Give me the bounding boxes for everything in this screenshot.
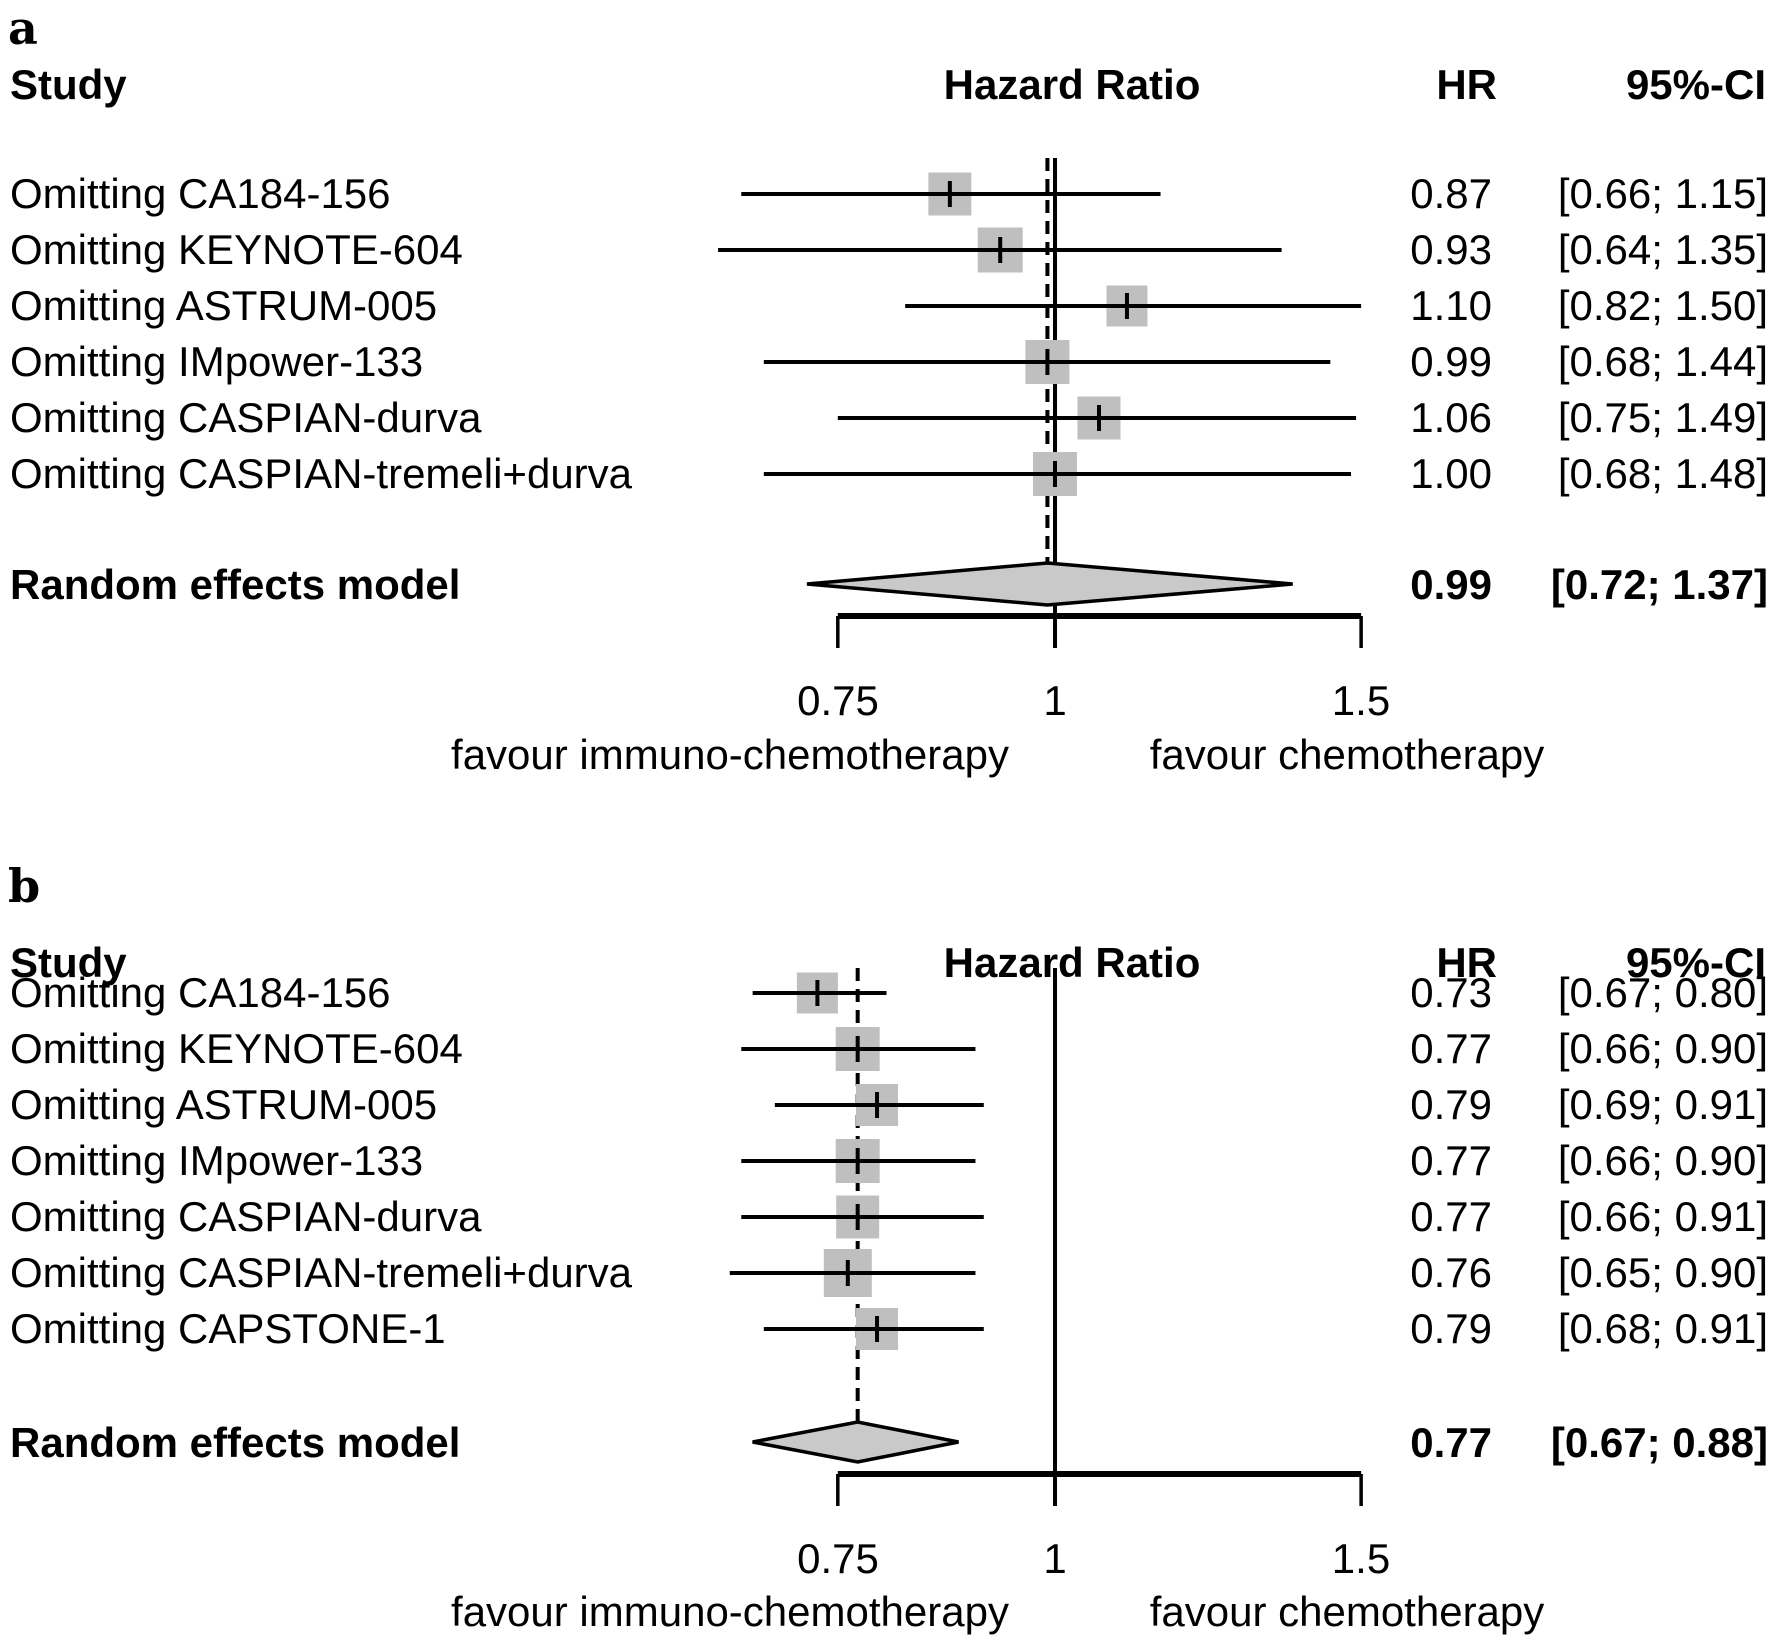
axis-tick-label: 0.75 — [797, 677, 879, 724]
hr-value: 0.99 — [1410, 338, 1492, 385]
hr-value: 0.79 — [1410, 1081, 1492, 1128]
column-header-ci: 95%-CI — [1625, 939, 1766, 986]
ci-value: [0.65; 0.90] — [1557, 1249, 1768, 1296]
ci-value: [0.67; 0.80] — [1557, 969, 1768, 1016]
column-header-hazard-ratio: Hazard Ratio — [943, 61, 1201, 108]
ci-value: [0.66; 0.90] — [1557, 1137, 1768, 1184]
study-label: Omitting CAPSTONE-1 — [10, 1305, 446, 1352]
study-label: Omitting ASTRUM-005 — [10, 282, 438, 329]
ci-value: [0.66; 1.15] — [1557, 170, 1768, 217]
axis-direction-label-left: favour immuno-chemotherapy — [451, 731, 1009, 778]
axis-tick-label: 0.75 — [797, 1535, 879, 1582]
study-label: Omitting IMpower-133 — [10, 1137, 424, 1184]
hr-value: 0.73 — [1410, 969, 1492, 1016]
axis-direction-label-left: favour immuno-chemotherapy — [451, 1588, 1009, 1635]
study-label: Omitting CASPIAN-tremeli+durva — [10, 1249, 633, 1296]
axis-tick-label: 1 — [1043, 677, 1067, 724]
study-label: Omitting IMpower-133 — [10, 338, 424, 385]
hr-value: 0.87 — [1410, 170, 1492, 217]
panel-letter: b — [8, 859, 41, 913]
ci-value: [0.66; 0.90] — [1557, 1025, 1768, 1072]
summary-hr-value: 0.99 — [1410, 561, 1492, 608]
axis-tick-label: 1 — [1043, 1535, 1067, 1582]
ci-value: [0.68; 0.91] — [1557, 1305, 1768, 1352]
ci-value: [0.66; 0.91] — [1557, 1193, 1768, 1240]
study-label: Omitting CASPIAN-tremeli+durva — [10, 450, 633, 497]
hr-value: 0.77 — [1410, 1193, 1492, 1240]
hr-value: 1.06 — [1410, 394, 1492, 441]
ci-value: [0.75; 1.49] — [1557, 394, 1768, 441]
ci-value: [0.69; 0.91] — [1557, 1081, 1768, 1128]
summary-label: Random effects model — [10, 1419, 461, 1466]
study-label: Omitting ASTRUM-005 — [10, 1081, 438, 1128]
axis-tick-label: 1.5 — [1331, 677, 1391, 724]
column-header-study: Study — [10, 939, 127, 986]
hr-value: 0.76 — [1410, 1249, 1492, 1296]
summary-ci-value: [0.72; 1.37] — [1550, 561, 1768, 608]
ci-value: [0.64; 1.35] — [1557, 226, 1768, 273]
study-label: Omitting CA184-156 — [10, 170, 391, 217]
column-header-study: Study — [10, 61, 127, 108]
study-label: Omitting CA184-156 — [10, 969, 391, 1016]
hr-value: 1.10 — [1410, 282, 1492, 329]
summary-diamond — [752, 1420, 959, 1464]
summary-hr-value: 0.77 — [1410, 1419, 1492, 1466]
summary-diamond — [806, 561, 1293, 607]
study-label: Omitting KEYNOTE-604 — [10, 1025, 463, 1072]
hr-value: 0.93 — [1410, 226, 1492, 273]
ci-value: [0.68; 1.48] — [1557, 450, 1768, 497]
summary-label: Random effects model — [10, 561, 461, 608]
column-header-hr: HR — [1436, 939, 1497, 986]
study-label: Omitting KEYNOTE-604 — [10, 226, 463, 273]
summary-ci-value: [0.67; 0.88] — [1550, 1419, 1768, 1466]
hr-value: 0.77 — [1410, 1137, 1492, 1184]
study-label: Omitting CASPIAN-durva — [10, 394, 482, 441]
ci-value: [0.82; 1.50] — [1557, 282, 1768, 329]
hr-value: 0.77 — [1410, 1025, 1492, 1072]
axis-tick-label: 1.5 — [1331, 1535, 1391, 1582]
hr-value: 1.00 — [1410, 450, 1492, 497]
column-header-ci: 95%-CI — [1625, 61, 1766, 108]
column-header-hazard-ratio: Hazard Ratio — [943, 939, 1201, 986]
panel-letter: a — [8, 1, 38, 55]
hr-value: 0.79 — [1410, 1305, 1492, 1352]
column-header-hr: HR — [1436, 61, 1497, 108]
axis-direction-label-right: favour chemotherapy — [1149, 1588, 1545, 1635]
ci-value: [0.68; 1.44] — [1557, 338, 1768, 385]
study-label: Omitting CASPIAN-durva — [10, 1193, 482, 1240]
axis-direction-label-right: favour chemotherapy — [1149, 731, 1545, 778]
